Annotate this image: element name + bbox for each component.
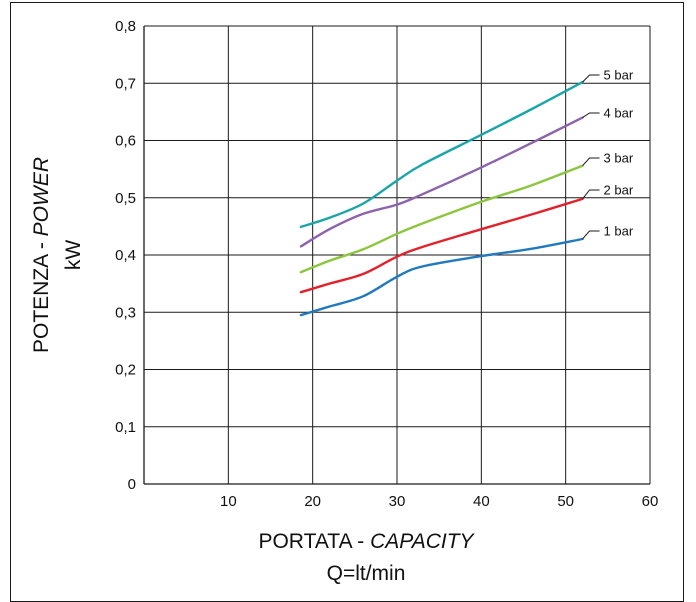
series-line-3-bar <box>299 164 584 274</box>
y-tick-label: 0,3 <box>115 304 136 321</box>
x-axis-unit: Q=lt/min <box>327 562 406 585</box>
series-label-4-bar: 4 bar <box>604 106 634 121</box>
y-axis-title-group: POTENZA - POWER <box>30 157 53 353</box>
y-tick-label: 0,6 <box>115 133 136 150</box>
x-tick-label: 10 <box>220 493 237 510</box>
series-label-2-bar: 2 bar <box>604 183 634 198</box>
y-axis-title-plain: POTENZA - <box>30 236 53 353</box>
y-axis-unit-group: kW <box>62 240 85 271</box>
y-tick-label: 0,5 <box>115 190 136 207</box>
x-tick-label: 30 <box>389 493 406 510</box>
series-lines <box>299 80 584 317</box>
y-tick-label: 0 <box>128 476 136 493</box>
series-label-5-bar: 5 bar <box>604 68 634 83</box>
x-axis-title-italic: CAPACITY <box>370 530 475 553</box>
series-line-2-bar <box>299 197 584 294</box>
series-leader-3-bar <box>582 157 600 167</box>
series-line-4-bar <box>299 116 584 248</box>
series-label-1-bar: 1 bar <box>604 224 634 239</box>
series-line-5-bar <box>299 80 584 229</box>
x-axis-title-plain: PORTATA - <box>258 530 370 553</box>
series-leader-5-bar <box>582 74 600 83</box>
x-tick-label: 20 <box>304 493 321 510</box>
grid <box>143 25 651 485</box>
y-axis-unit: kW <box>62 240 85 271</box>
series-line-1-bar <box>299 237 584 317</box>
x-tick-label: 40 <box>473 493 490 510</box>
series-leader-1-bar <box>582 230 600 240</box>
y-axis-title: POTENZA - POWER <box>30 157 53 353</box>
x-tick-label: 60 <box>642 493 659 510</box>
x-axis-title: PORTATA - CAPACITY <box>258 530 475 553</box>
y-tick-label: 0,7 <box>115 75 136 92</box>
x-tick-label: 50 <box>557 493 574 510</box>
series-label-3-bar: 3 bar <box>604 151 634 166</box>
y-tick-label: 0,1 <box>115 419 136 436</box>
series-leader-2-bar <box>582 189 600 200</box>
series-leader-4-bar <box>582 112 600 119</box>
tick-labels: 0 0,1 0,2 0,3 0,4 0,5 0,6 0,7 0,8 10 20 30 40 50 60 <box>115 18 658 510</box>
y-tick-label: 0,4 <box>115 247 136 264</box>
y-axis-title-italic: POWER <box>30 157 53 236</box>
series-labels: 5 bar 4 bar 3 bar 2 bar 1 bar <box>582 68 634 240</box>
y-tick-label: 0,8 <box>115 18 136 35</box>
y-tick-label: 0,2 <box>115 362 136 379</box>
